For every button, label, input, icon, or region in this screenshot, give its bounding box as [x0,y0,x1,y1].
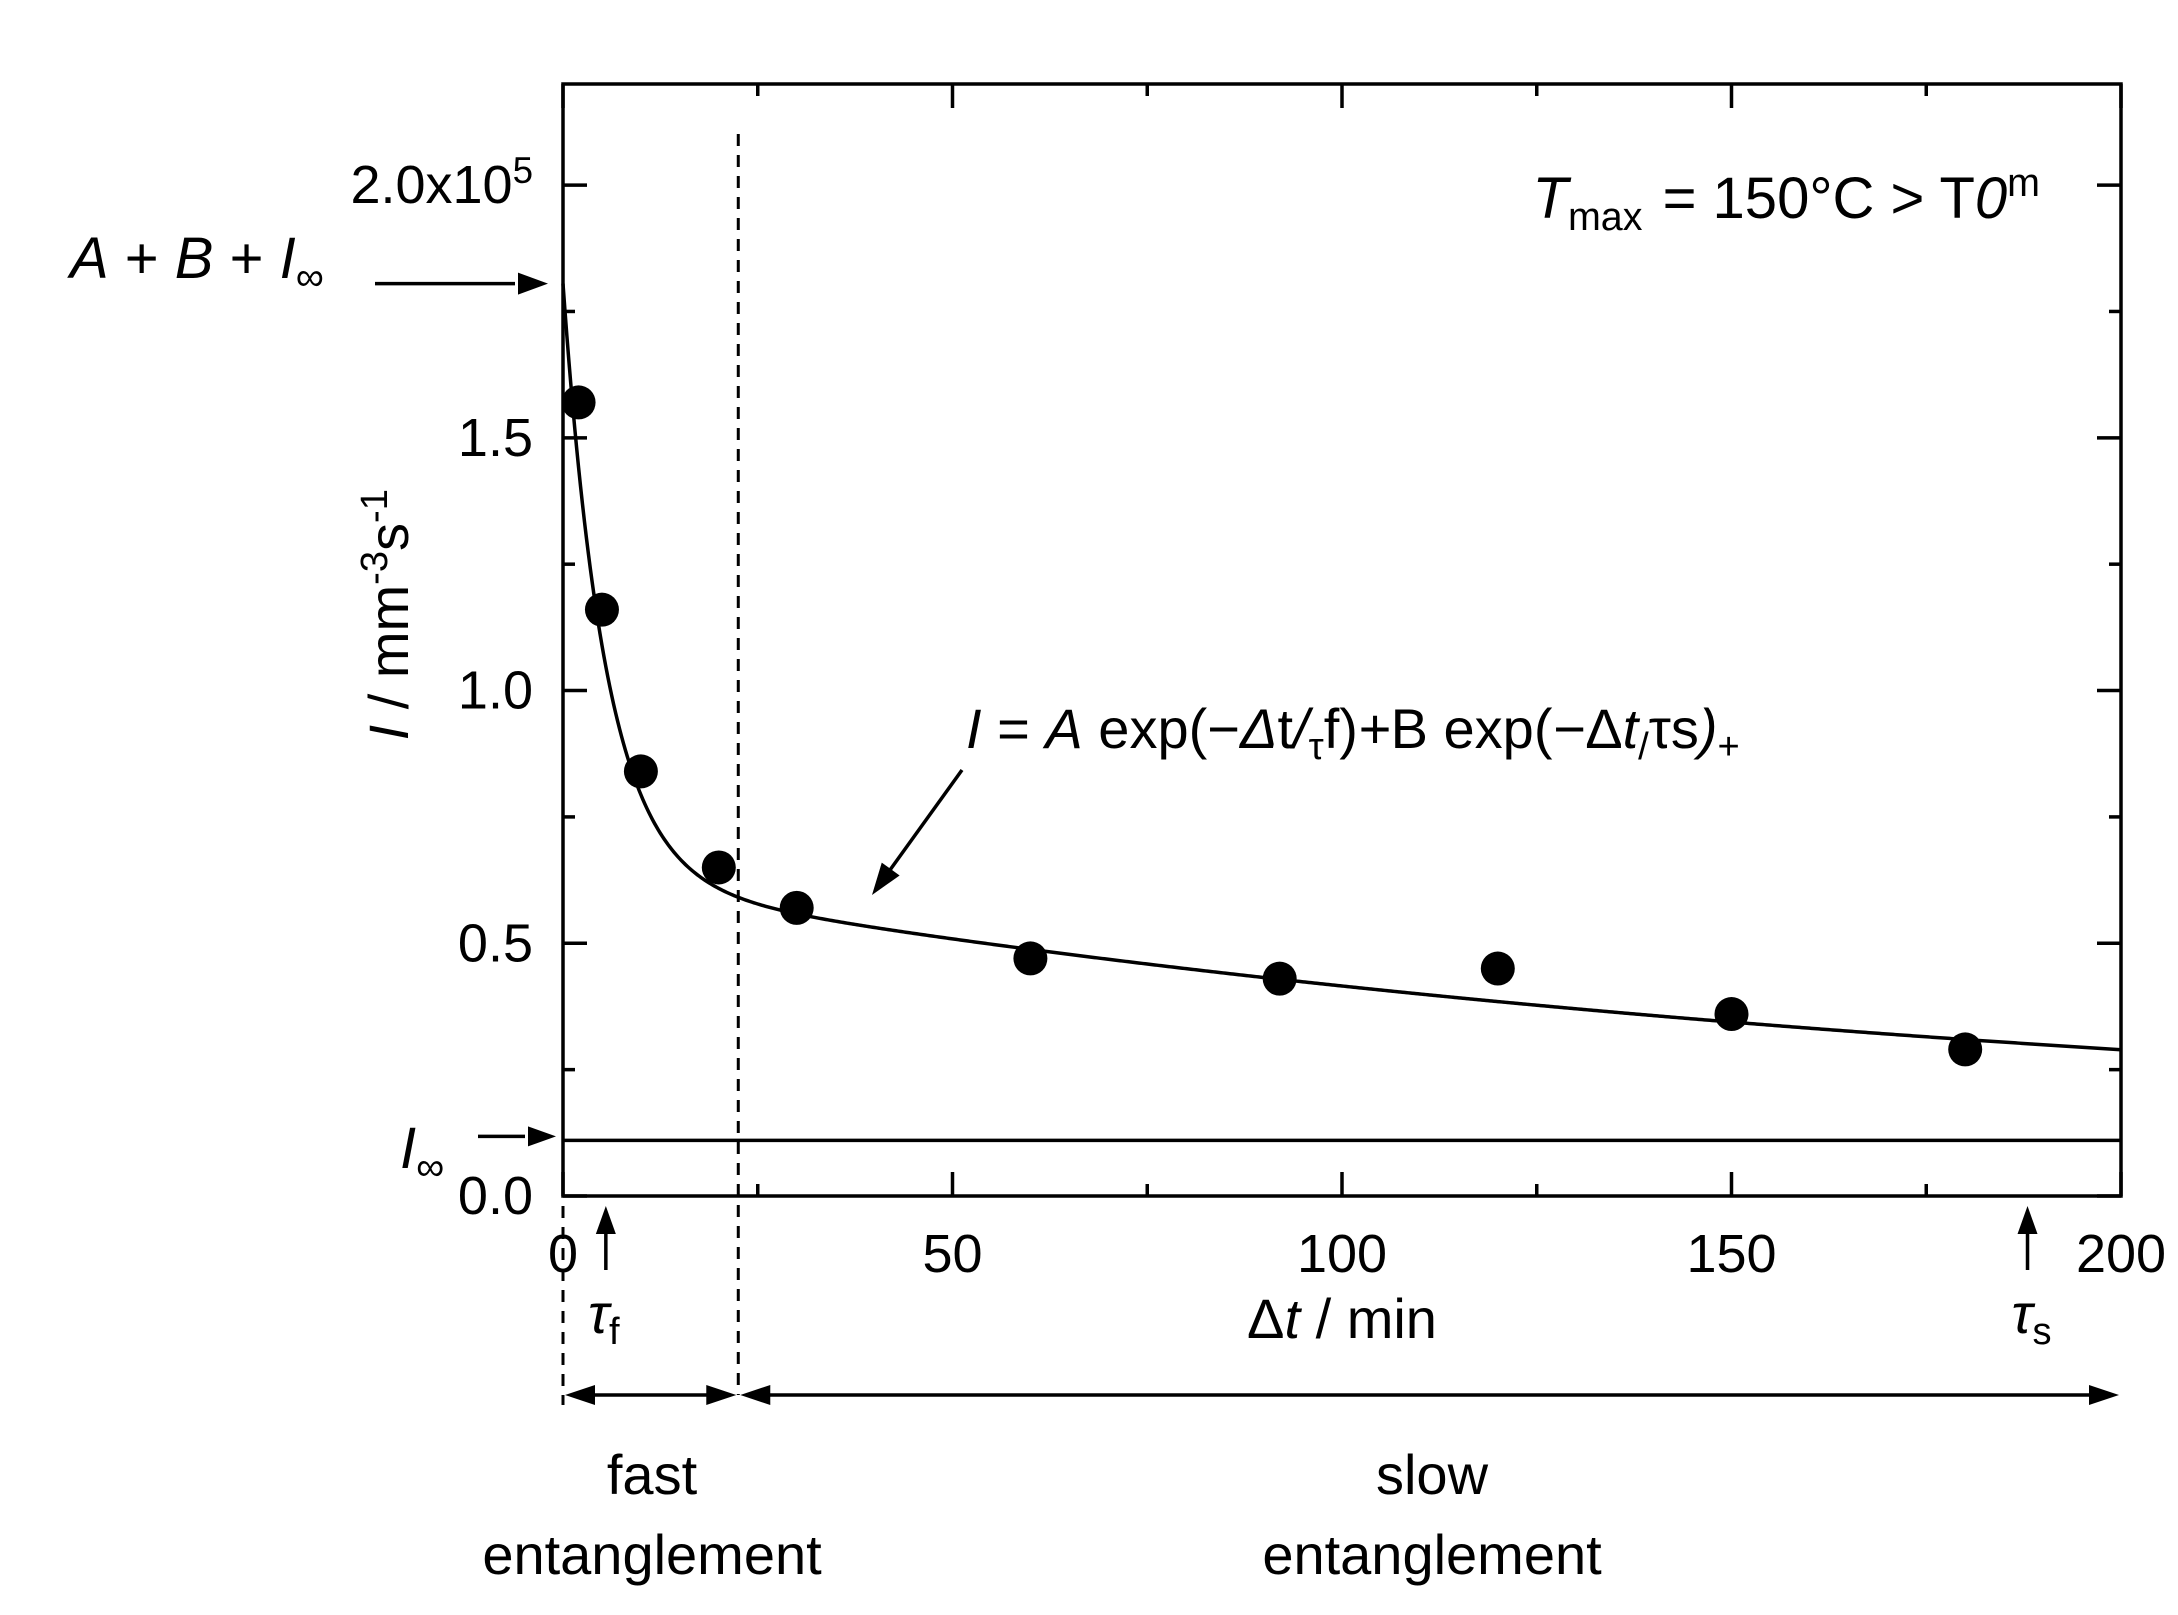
slow-region-arrow-left [740,1385,771,1405]
y-tick-label: 1.5 [458,408,533,468]
x-tick-label: 150 [1686,1224,1776,1284]
baseline-arrow-head [528,1126,556,1147]
fast-region-label-line1: fast [607,1443,698,1506]
axis-ticks [561,84,2123,1198]
x-axis-title: Δt / min [1247,1287,1437,1350]
tau-s-label: τs [2012,1282,2052,1353]
x-tick-label: 100 [1297,1224,1387,1284]
annotations: Tmax = 150°C > T0m A + B + I∞ I∞ I = A exp(… [67,134,2121,1586]
data-point [701,850,736,885]
data-point [623,754,658,789]
equation-label: I = A exp(−Δt/τf)+B exp(−Δt/τs)+ [966,697,1740,768]
data-point [1714,997,1749,1032]
slow-region-label-line2: entanglement [1262,1523,1602,1586]
y-tick-label: 0.5 [458,913,533,973]
data-point [561,385,596,420]
slow-region-label-line1: slow [1376,1443,1489,1506]
fast-region-arrow-left [565,1385,595,1405]
data-markers [561,385,1983,1067]
tau-f-label: τf [588,1282,620,1353]
plot-frame-group [561,82,2123,1198]
tau-f-arrow-head [595,1206,616,1234]
plot-frame [561,82,2123,1198]
y-tick-label: 1.0 [458,661,533,721]
equation-arrow-head [872,862,900,895]
y-axis-title: I / mm-3s-1 [354,489,420,740]
y-tick-label: 0.0 [458,1166,533,1226]
equation-arrow-line [886,768,964,874]
data-point [1013,941,1048,976]
intercept-label: A + B + I∞ [67,226,324,299]
x-tick-label: 50 [922,1224,982,1284]
tau-s-arrow-head [2017,1206,2038,1234]
fast-region-label-line2: entanglement [482,1523,822,1586]
fit-curve-group [561,283,2122,1052]
y-tick-label: 2.0x105 [350,150,533,215]
fit-curve [561,283,2122,1052]
data-point [1948,1032,1983,1067]
data-point [1262,961,1297,996]
intercept-arrow-head [518,272,548,295]
data-point [584,592,619,627]
x-tick-label: 200 [2076,1224,2166,1284]
data-point [1480,951,1515,986]
slow-region-arrow-right [2089,1385,2119,1405]
condition-label: Tmax = 150°C > T0m [1533,161,2040,239]
data-point [779,890,814,925]
baseline-label: I∞ [400,1116,444,1189]
fast-region-arrow-right [706,1385,737,1405]
